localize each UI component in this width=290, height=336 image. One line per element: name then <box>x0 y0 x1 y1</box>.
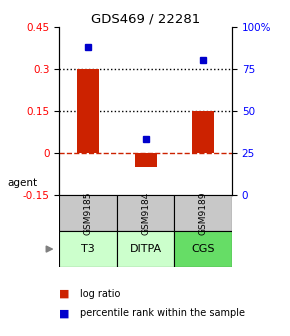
Text: CGS: CGS <box>191 244 215 254</box>
Text: log ratio: log ratio <box>80 289 120 299</box>
Text: T3: T3 <box>81 244 95 254</box>
Text: percentile rank within the sample: percentile rank within the sample <box>80 308 245 318</box>
Text: GSM9185: GSM9185 <box>84 191 93 235</box>
Bar <box>59 231 117 267</box>
Bar <box>117 195 175 231</box>
Bar <box>59 195 117 231</box>
Bar <box>117 231 175 267</box>
Text: ■: ■ <box>59 308 70 318</box>
Bar <box>135 153 157 167</box>
Text: agent: agent <box>7 178 37 188</box>
Title: GDS469 / 22281: GDS469 / 22281 <box>91 13 200 26</box>
Text: ■: ■ <box>59 289 70 299</box>
Bar <box>175 195 232 231</box>
Bar <box>192 111 214 153</box>
Text: GSM9189: GSM9189 <box>199 191 208 235</box>
Bar <box>77 69 99 153</box>
Text: DITPA: DITPA <box>130 244 162 254</box>
Text: GSM9184: GSM9184 <box>141 191 150 235</box>
Bar <box>175 231 232 267</box>
